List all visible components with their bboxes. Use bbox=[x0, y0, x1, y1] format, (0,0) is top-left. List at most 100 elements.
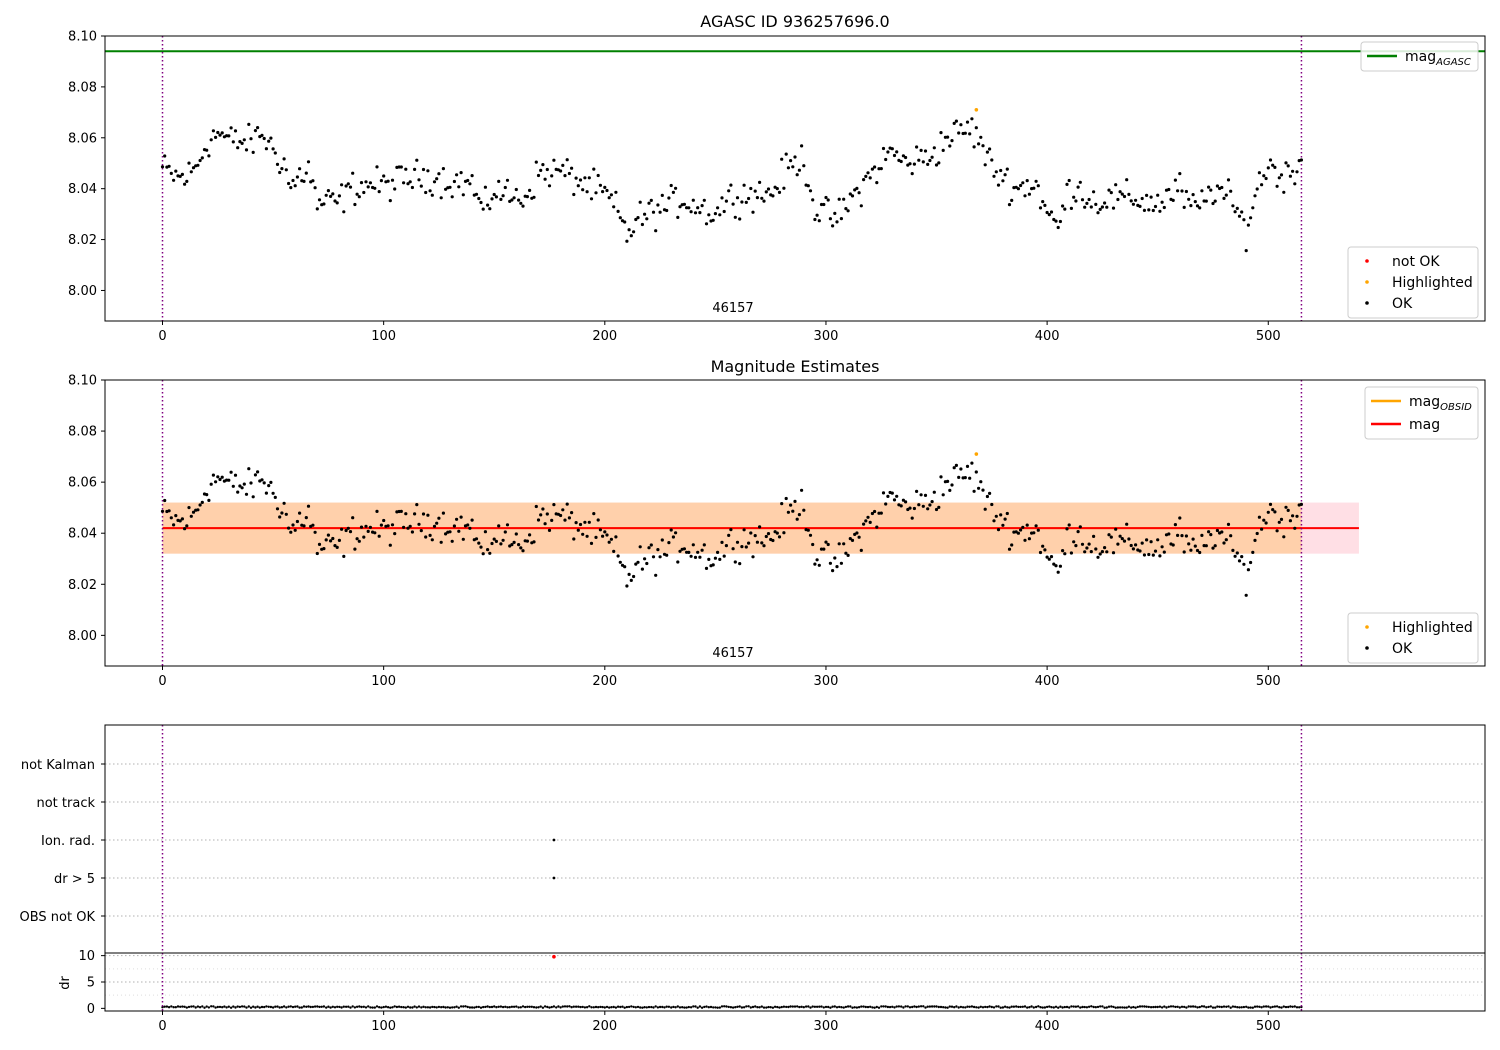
flag-row-label: Ion. rad. bbox=[41, 834, 95, 849]
ok-point bbox=[231, 140, 235, 144]
ok-point bbox=[828, 561, 833, 565]
dr-point bbox=[1054, 1005, 1058, 1008]
ok-point bbox=[601, 534, 605, 538]
ok-point bbox=[1105, 205, 1109, 209]
ok-point bbox=[227, 134, 231, 138]
ok-point bbox=[815, 558, 819, 562]
flag-row-label: dr > 5 bbox=[54, 872, 95, 887]
ok-point bbox=[1032, 531, 1036, 535]
ok-point bbox=[284, 168, 288, 172]
y-tick-label: 8.08 bbox=[68, 425, 97, 440]
ok-point bbox=[815, 213, 819, 217]
dr-point bbox=[1202, 1005, 1206, 1008]
dr-point bbox=[922, 1005, 925, 1008]
ok-point bbox=[800, 488, 804, 492]
dr-point bbox=[838, 1005, 841, 1009]
ok-point bbox=[512, 540, 516, 545]
ok-point bbox=[249, 137, 253, 141]
ok-point bbox=[1043, 203, 1047, 207]
ok-point bbox=[990, 502, 994, 507]
ok-point bbox=[749, 186, 753, 191]
ok-point bbox=[954, 119, 959, 123]
ok-point bbox=[404, 167, 408, 171]
dr-point bbox=[422, 1005, 425, 1008]
dr-point bbox=[1242, 1005, 1246, 1009]
ok-point bbox=[702, 543, 706, 547]
dr-point bbox=[546, 1005, 549, 1009]
dr-point bbox=[661, 1005, 664, 1009]
dr-point bbox=[884, 1005, 887, 1008]
agasc-obsid-label: 46157 bbox=[712, 301, 753, 316]
ok-point bbox=[835, 565, 839, 569]
ok-point bbox=[388, 543, 392, 547]
ok-point bbox=[541, 163, 545, 167]
ok-point bbox=[459, 171, 463, 175]
ok-point bbox=[651, 210, 656, 214]
ok-point bbox=[324, 193, 328, 197]
ok-point bbox=[729, 183, 733, 187]
ok-point bbox=[1036, 184, 1040, 188]
dr-point bbox=[1205, 1006, 1208, 1009]
ok-point bbox=[722, 554, 726, 558]
ok-point bbox=[167, 164, 171, 168]
ok-point bbox=[178, 519, 182, 523]
dr-point bbox=[307, 1005, 310, 1008]
dr-point bbox=[389, 1006, 392, 1009]
dr-point bbox=[1026, 1006, 1029, 1009]
dr-point bbox=[1083, 1005, 1086, 1009]
ok-point bbox=[985, 150, 990, 154]
ok-point bbox=[578, 522, 583, 527]
dr-point bbox=[1057, 1006, 1060, 1009]
dr-point bbox=[992, 1006, 996, 1009]
ok-point bbox=[231, 484, 235, 488]
dr-point bbox=[756, 1006, 759, 1009]
ok-point bbox=[1054, 564, 1058, 568]
dr-point bbox=[815, 1005, 819, 1008]
ok-point bbox=[377, 534, 381, 538]
ok-point bbox=[720, 196, 724, 200]
highlighted-point bbox=[974, 452, 979, 456]
ok-point bbox=[209, 482, 213, 486]
ok-point bbox=[1293, 182, 1297, 186]
dr-point bbox=[455, 1005, 458, 1008]
ok-point bbox=[627, 228, 631, 232]
ok-point bbox=[570, 510, 574, 515]
dr-point bbox=[435, 1006, 438, 1009]
dr-point bbox=[196, 1005, 200, 1008]
dr-point bbox=[579, 1005, 582, 1009]
ok-point bbox=[1235, 206, 1239, 210]
ok-point bbox=[419, 529, 423, 533]
ok-point bbox=[842, 542, 846, 546]
ok-point bbox=[636, 560, 640, 564]
ok-point bbox=[1264, 176, 1268, 181]
ok-point bbox=[1034, 524, 1038, 528]
ok-point bbox=[687, 550, 691, 555]
dr-point bbox=[424, 1006, 427, 1009]
ok-point bbox=[656, 203, 660, 207]
ok-point bbox=[634, 217, 638, 222]
ok-point bbox=[727, 533, 731, 538]
highlighted-point bbox=[974, 107, 979, 112]
ok-point bbox=[822, 202, 826, 207]
dr-point bbox=[280, 1006, 284, 1009]
dr-point bbox=[930, 1005, 934, 1008]
ok-point bbox=[275, 162, 280, 166]
ok-point bbox=[868, 520, 872, 525]
dr-point bbox=[911, 1005, 914, 1009]
ok-point bbox=[583, 520, 587, 524]
ok-point bbox=[340, 183, 344, 187]
dr-point bbox=[935, 1005, 938, 1008]
ok-point bbox=[280, 167, 284, 171]
dr-point bbox=[464, 1005, 467, 1008]
ok-point bbox=[988, 491, 992, 495]
dr-point bbox=[862, 1005, 865, 1008]
dr-point bbox=[1183, 1005, 1186, 1009]
ok-point bbox=[1182, 205, 1186, 209]
ok-point bbox=[797, 513, 802, 517]
dr-point bbox=[221, 1006, 224, 1009]
ok-point bbox=[585, 190, 589, 194]
dr-point bbox=[769, 1006, 772, 1009]
ok-point bbox=[753, 189, 757, 193]
ok-point bbox=[777, 535, 782, 539]
ok-point bbox=[1083, 550, 1087, 554]
